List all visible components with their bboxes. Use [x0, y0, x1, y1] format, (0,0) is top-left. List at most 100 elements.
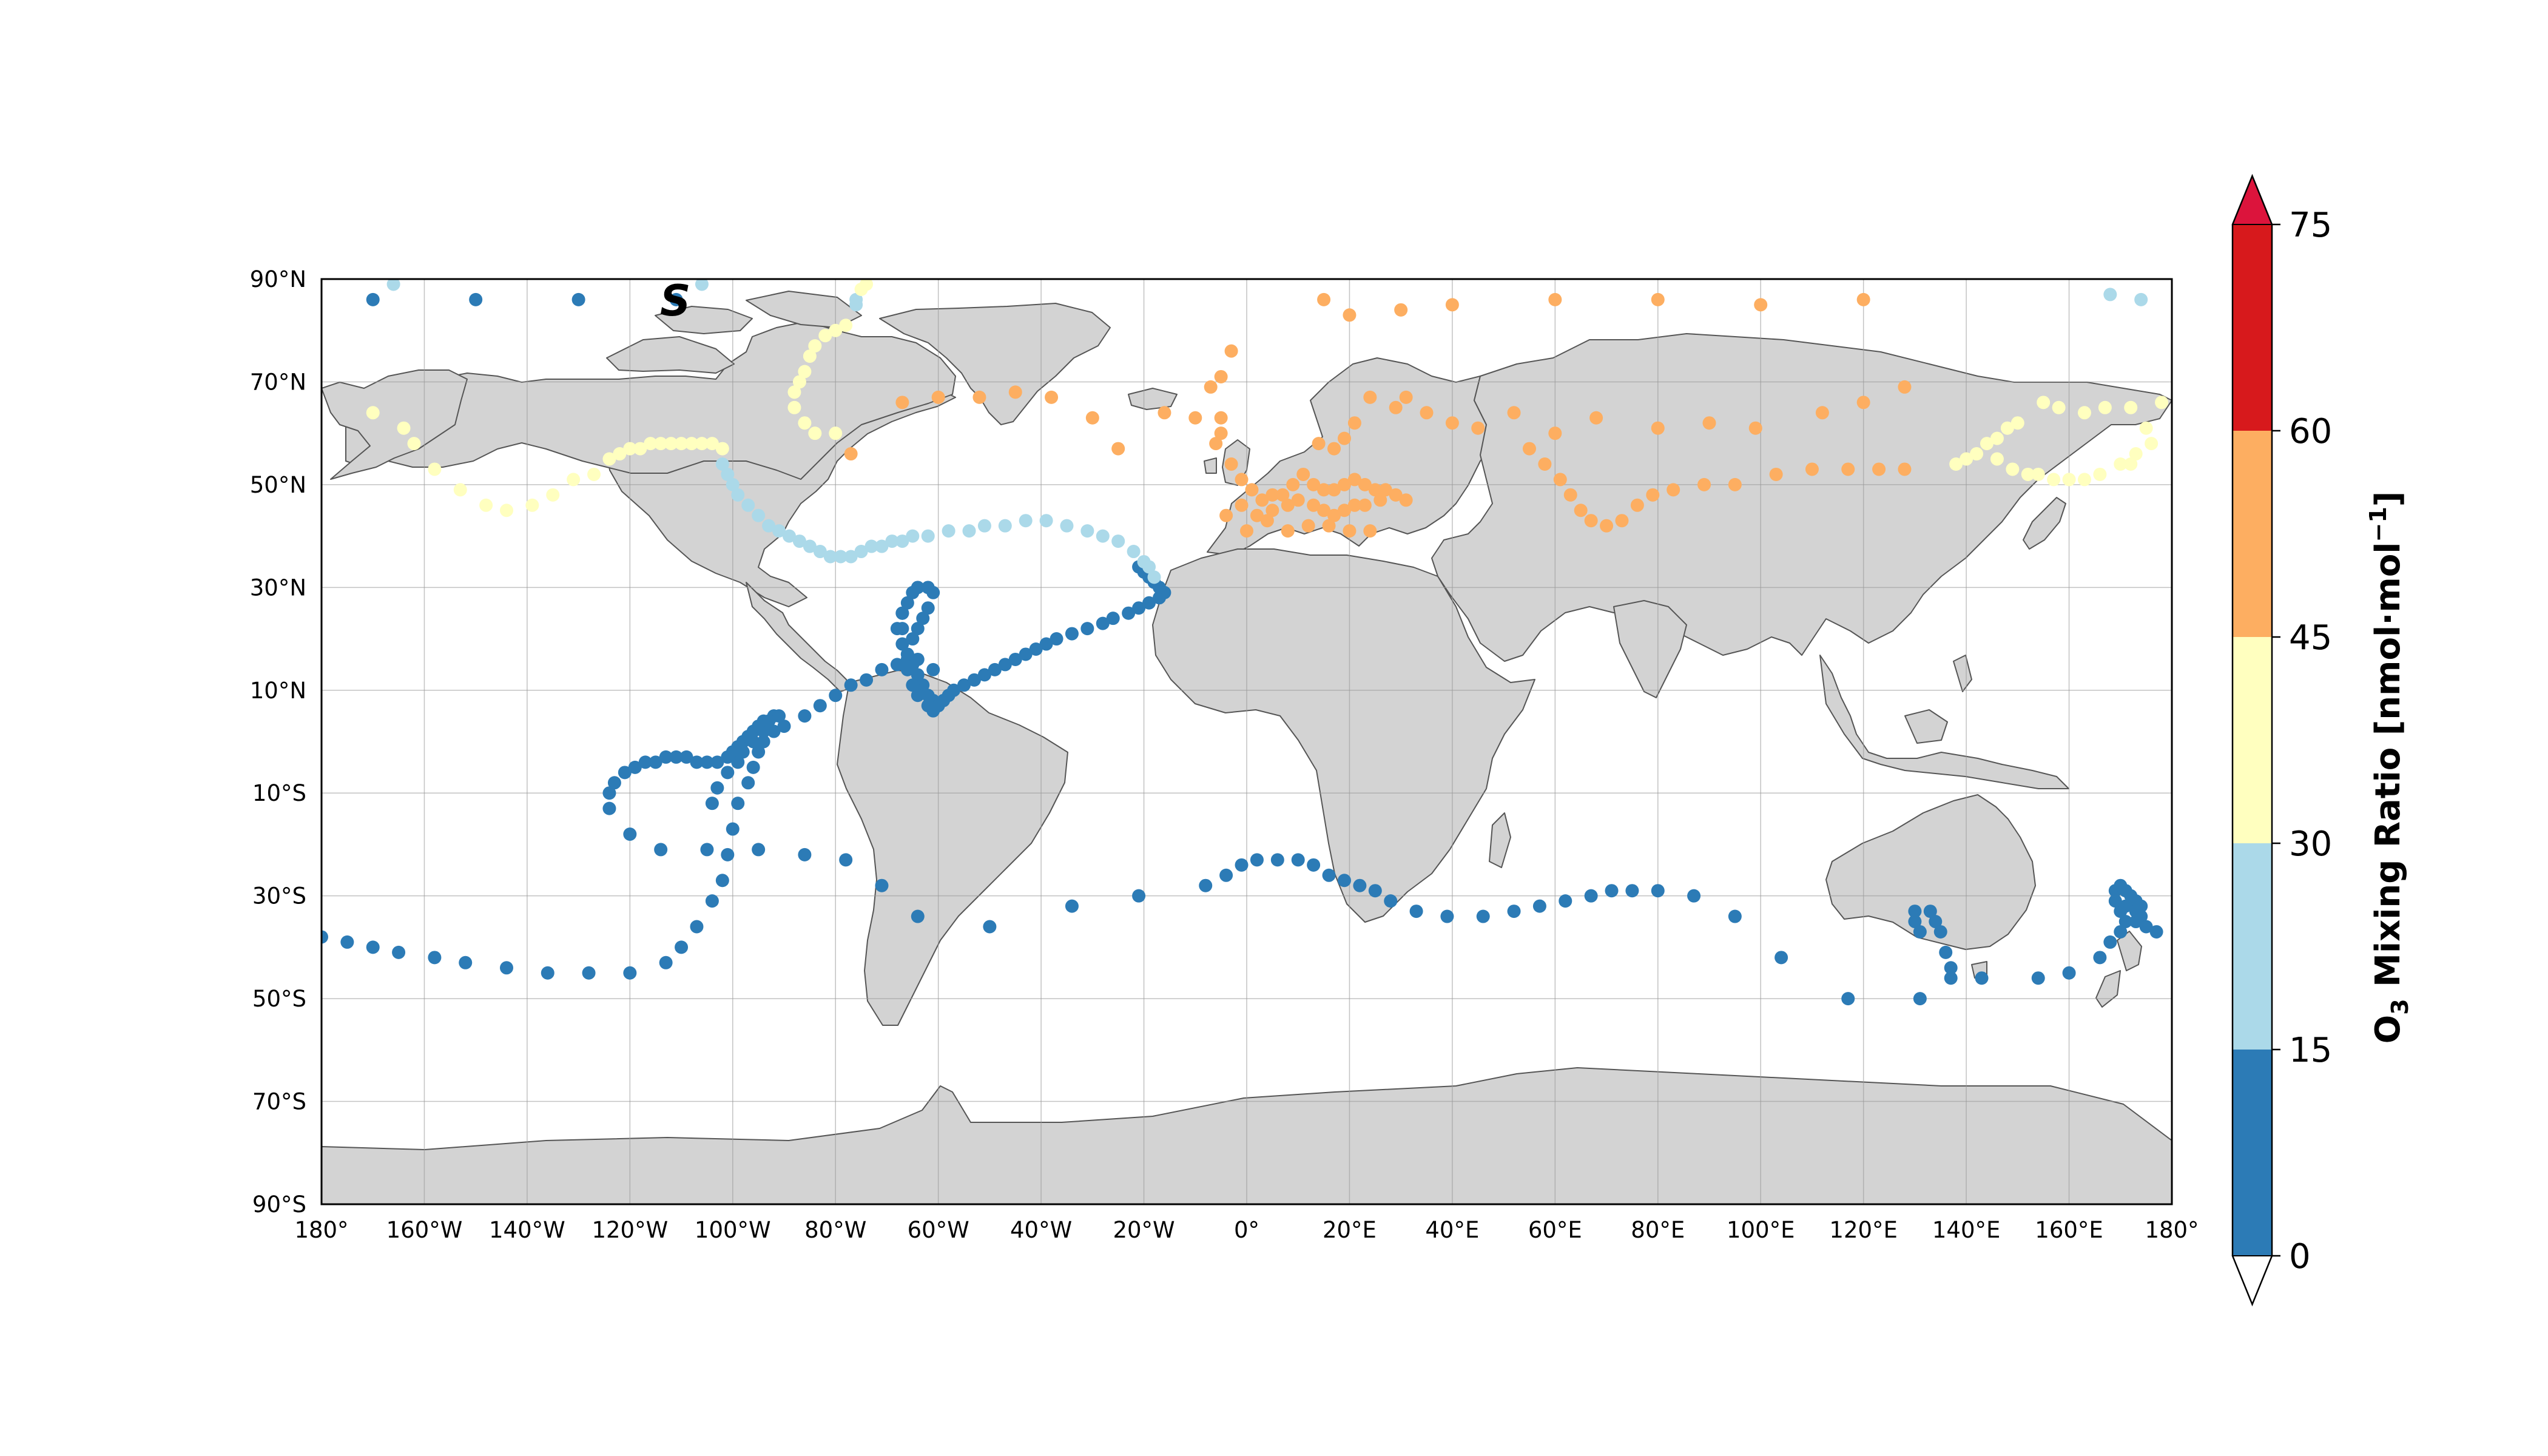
data-point: [962, 524, 976, 538]
data-point: [1898, 462, 1912, 476]
colorbar-segment: [2233, 1050, 2272, 1256]
data-point: [1559, 894, 1572, 908]
data-point: [2118, 899, 2132, 913]
colorbar-tick-labels: 0 15 30 45 60 75: [2272, 206, 2332, 1276]
lat-tick-label: 10°S: [252, 780, 306, 806]
data-point: [792, 534, 806, 548]
data-point: [1132, 601, 1146, 615]
data-point: [428, 951, 442, 965]
data-point: [1039, 637, 1053, 651]
data-point: [392, 945, 406, 959]
data-point: [1368, 483, 1382, 497]
data-point: [1008, 652, 1022, 666]
data-point: [710, 781, 724, 795]
data-point: [1378, 483, 1392, 497]
data-point: [1250, 853, 1264, 867]
data-point: [428, 462, 442, 476]
colorbar-segment: [2233, 637, 2272, 843]
data-point: [1944, 971, 1958, 985]
data-point: [1301, 519, 1315, 533]
data-point: [715, 442, 729, 456]
data-point: [860, 279, 874, 291]
data-point: [875, 539, 889, 553]
data-point: [1358, 498, 1372, 512]
data-point: [1548, 426, 1562, 440]
data-point: [731, 755, 745, 769]
data-point: [762, 519, 776, 533]
data-point: [1327, 508, 1341, 522]
data-point: [1106, 612, 1120, 625]
data-point: [1080, 622, 1094, 636]
data-point: [1990, 431, 2004, 445]
data-point: [602, 452, 616, 466]
data-point: [1898, 380, 1912, 394]
colorbar-segment: [2233, 431, 2272, 637]
data-point: [1235, 473, 1249, 487]
data-point: [500, 504, 513, 517]
data-point: [2139, 421, 2153, 435]
data-point: [1646, 488, 1660, 502]
data-point: [695, 279, 709, 291]
data-point: [931, 390, 945, 404]
gridlines: [322, 279, 2172, 1204]
data-point: [1142, 596, 1156, 610]
data-point: [366, 292, 380, 306]
data-point: [895, 396, 909, 410]
data-point: [1219, 868, 1233, 882]
colorbar-tick-label: 45: [2289, 618, 2332, 658]
lat-tick-label: 30°S: [252, 883, 306, 909]
data-point: [1214, 426, 1228, 440]
data-point: [772, 524, 786, 538]
data-point: [998, 519, 1012, 533]
data-point: [1266, 488, 1279, 502]
data-point: [2021, 467, 2035, 481]
data-point: [1923, 905, 1937, 918]
data-point: [798, 365, 812, 379]
data-point: [803, 349, 817, 363]
data-point: [2077, 473, 2091, 487]
data-point: [1008, 385, 1022, 399]
data-point: [1132, 889, 1146, 903]
data-point: [1199, 878, 1213, 892]
data-point: [864, 539, 878, 553]
data-point: [1605, 884, 1619, 898]
landmass-japan: [2023, 497, 2066, 550]
data-point: [1687, 889, 1701, 903]
data-point: [839, 853, 853, 867]
lon-tick-label: 0°: [1234, 1217, 1259, 1243]
panel-label: S: [660, 276, 690, 326]
data-point: [1990, 452, 2004, 466]
lon-tick-label: 160°E: [2035, 1217, 2103, 1243]
data-point: [762, 714, 776, 728]
data-point: [1029, 642, 1043, 656]
lat-tick-label: 70°S: [252, 1089, 306, 1115]
land-layer: [322, 291, 2172, 1204]
data-point: [818, 329, 832, 343]
data-point: [798, 416, 812, 430]
data-point: [957, 678, 971, 692]
data-point: [366, 940, 380, 954]
data-point: [1347, 416, 1361, 430]
data-point: [875, 662, 889, 676]
lon-tick-label: 40°E: [1425, 1217, 1479, 1243]
lat-tick-label: 70°N: [250, 369, 306, 395]
data-point: [407, 437, 421, 451]
data-point: [1327, 442, 1341, 456]
data-point: [1188, 411, 1202, 425]
data-point: [1307, 858, 1321, 872]
colorbar-segment: [2233, 843, 2272, 1050]
data-point: [792, 375, 806, 389]
data-point: [1933, 925, 1947, 939]
data-point: [679, 750, 693, 764]
data-point: [900, 647, 914, 661]
data-point: [654, 843, 668, 857]
data-point: [1553, 473, 1567, 487]
data-point: [1389, 488, 1403, 502]
data-point: [926, 662, 940, 676]
data-point: [1471, 421, 1485, 435]
data-point: [1065, 899, 1079, 913]
data-point: [1409, 905, 1423, 918]
data-point: [767, 724, 781, 738]
data-point: [834, 550, 848, 564]
data-point: [1815, 406, 1829, 420]
